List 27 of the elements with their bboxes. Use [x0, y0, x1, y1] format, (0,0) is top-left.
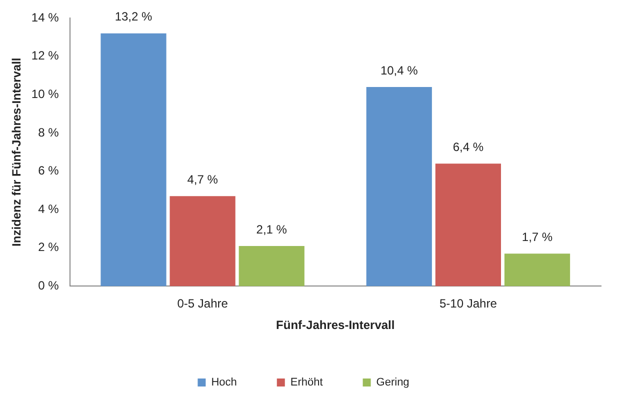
bar	[100, 33, 166, 286]
y-tick-label: 0 %	[38, 278, 60, 293]
legend-label: Hoch	[211, 376, 237, 389]
y-tick-label: 6 %	[38, 164, 60, 178]
y-axis-title: Inzidenz für Fünf-Jahres-Intervall	[10, 58, 24, 246]
data-label: 13,2 %	[114, 10, 153, 24]
data-label: 10,4 %	[380, 63, 418, 78]
legend-label: Erhöht	[290, 376, 323, 389]
y-tick-label: 14 %	[31, 10, 60, 24]
data-label: 2,1 %	[256, 222, 288, 236]
x-axis-title: Fünf-Jahres-Intervall	[276, 318, 395, 332]
x-tick-label: 5-10 Jahre	[440, 296, 498, 311]
x-tick-label: 0-5 Jahre	[177, 296, 228, 311]
bar	[170, 196, 236, 286]
data-label: 1,7 %	[522, 230, 553, 244]
bar	[366, 86, 432, 286]
data-label: 6,4 %	[452, 140, 484, 154]
data-label: 4,7 %	[187, 172, 218, 186]
bar	[504, 254, 570, 286]
y-tick-label: 12 %	[31, 48, 60, 63]
bar	[435, 164, 501, 286]
y-tick-label: 8 %	[38, 125, 60, 140]
legend-label: Gering	[376, 376, 410, 389]
y-tick-label: 2 %	[38, 240, 60, 254]
bar	[238, 246, 304, 286]
y-tick-label: 4 %	[38, 202, 60, 216]
y-tick-label: 10 %	[31, 86, 60, 101]
